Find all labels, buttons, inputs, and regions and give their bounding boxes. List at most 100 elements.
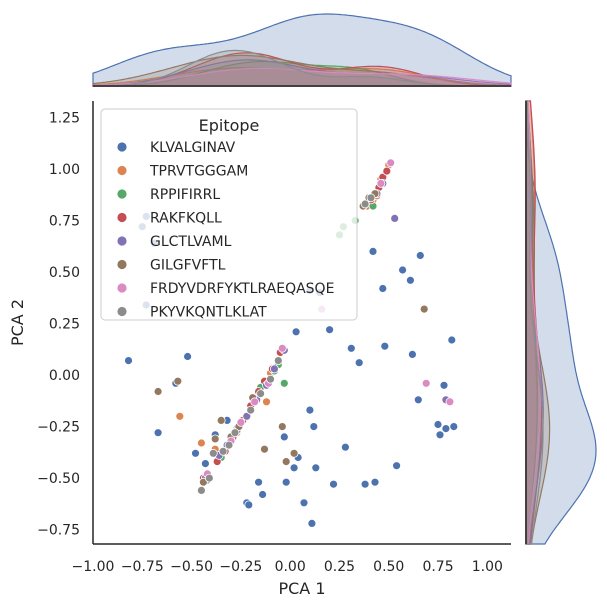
data-point [281,477,291,487]
top-kde-pkyvkqntlklat [92,49,511,87]
data-point [277,422,287,432]
x-tick-label: 0.00 [275,559,306,575]
data-point [281,457,291,467]
data-point [124,356,133,366]
data-point [289,463,299,473]
data-point [273,356,283,366]
legend-label: RPPIFIRRL [150,187,220,203]
data-point [360,199,370,209]
x-tick-label: 0.50 [373,559,404,575]
data-point [266,374,275,384]
x-tick-label: −1.00 [72,559,115,575]
legend-item-frdyvdrfyktlraeqasqe: FRDYVDRFYKTLRAEQASQE [116,281,334,297]
top-kde-frdyvdrfyktlraeqasqe [92,67,512,87]
data-point [279,378,289,388]
data-point [307,519,317,528]
right-kde-pkyvkqntlklat [525,100,544,545]
data-point [378,284,388,293]
data-point [198,477,208,487]
data-point [262,397,271,407]
y-tick-label: 0.75 [49,214,80,230]
data-point [289,448,299,458]
right-marginal-kde [525,100,597,545]
data-point [329,479,338,489]
y-tick-label: 0.25 [49,317,80,333]
data-point [415,251,425,260]
data-point [183,352,193,361]
data-point [370,477,380,487]
main-axes: −1.00 −0.75 −0.50 −0.25 0.00 0.25 0.50 0.75 1.00… [37,101,511,575]
series-klvalginav [124,211,459,528]
data-point [175,411,185,421]
y-tick-label: −0.50 [37,471,80,487]
data-point [260,444,269,454]
data-point [269,364,279,374]
x-tick-label: −0.50 [170,559,213,575]
data-point [445,397,455,407]
y-tick-label: 0.00 [49,368,80,384]
data-point [153,387,163,396]
legend-marker [116,212,128,223]
legend-item-gilgfvftl: GILGFVFTL [116,258,226,274]
data-point [376,178,386,188]
data-point [390,213,400,223]
x-axis-label: PCA 1 [278,579,325,598]
legend-label: KLVALGINAV [150,140,236,156]
data-point [386,158,396,168]
data-point [305,405,315,415]
y-tick-label: 1.00 [49,162,80,178]
data-point [421,378,431,388]
data-point [208,448,218,458]
x-tick-label: −0.75 [121,559,164,575]
legend-item-glctlvaml: GLCTLVAML [116,234,232,250]
data-point [398,265,408,275]
data-point [340,442,350,452]
data-point [196,485,206,495]
legend-marker [116,141,128,153]
y-tick-label: 0.50 [49,265,80,281]
data-point [254,477,264,487]
legend-marker [116,282,128,294]
data-point [380,341,390,351]
legend-title: Epitope [199,116,260,135]
legend: Epitope KLVALGINAV TPRVTGGGAM RPPIFIRRL RAKF… [100,108,358,321]
data-point [447,335,457,345]
data-point [309,422,319,432]
data-point [299,498,309,508]
x-tick-label: −0.25 [219,559,262,575]
legend-marker [116,306,128,317]
x-tick-label: 0.75 [422,559,453,575]
data-point [279,432,289,442]
data-point [441,424,451,434]
series-pkyvkqntlklat [196,193,376,495]
data-point [258,490,268,499]
data-point [218,446,228,456]
data-point [366,193,376,203]
data-point [256,389,266,399]
data-point [435,430,445,440]
data-point [346,343,356,353]
legend-box [100,108,358,321]
data-point [246,405,256,415]
legend-item-klvalginav: KLVALGINAV [116,140,236,156]
data-point [354,358,364,368]
legend-item-tprvtgggam: TPRVTGGGAM [116,164,248,180]
data-point [230,428,240,438]
top-marginal-kde [92,13,512,87]
data-point [173,376,183,386]
data-point [439,380,449,390]
data-point [368,246,378,256]
data-point [191,448,200,458]
data-point [244,500,254,510]
data-point [325,325,335,335]
data-point [407,349,417,359]
data-point [405,275,415,285]
data-point [360,479,370,489]
legend-label: FRDYVDRFYKTLRAEQASQE [150,281,334,297]
data-point [153,428,163,438]
data-point [216,415,226,425]
data-point [392,461,402,471]
data-point [242,411,252,421]
